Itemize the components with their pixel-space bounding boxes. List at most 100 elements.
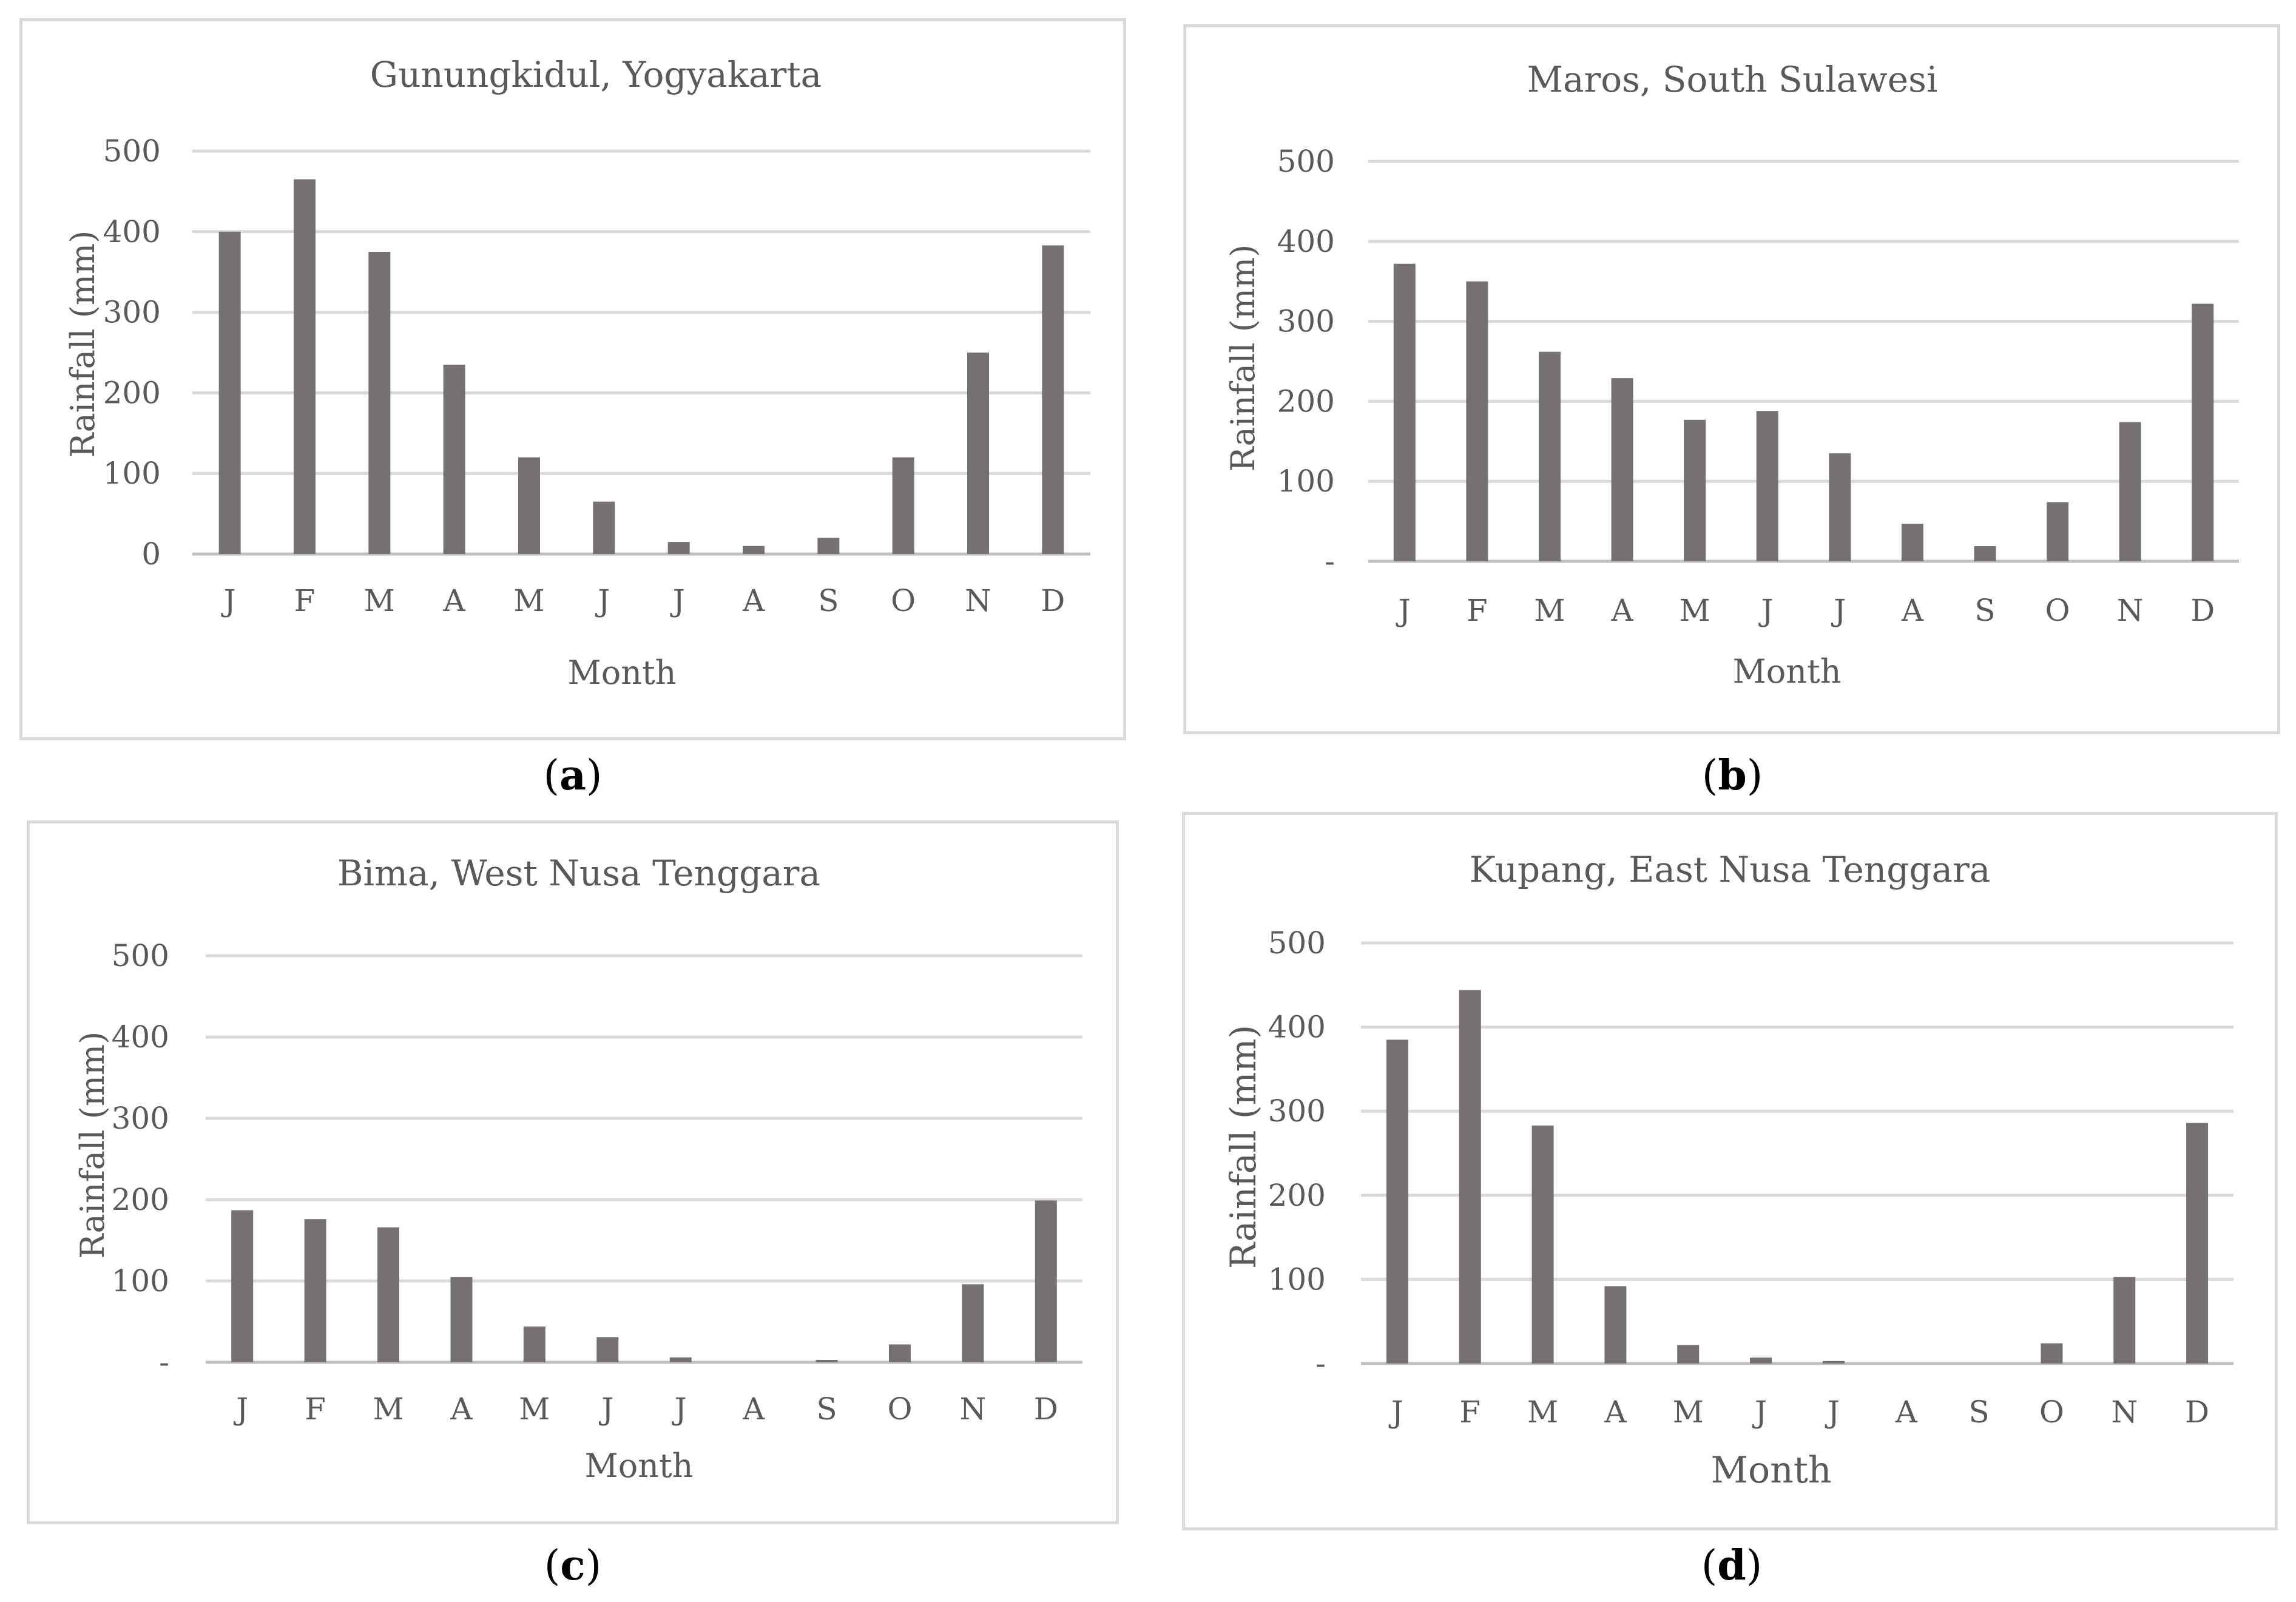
x-axis-label-c: Month	[584, 1447, 693, 1485]
bar	[368, 252, 391, 554]
bar	[2192, 303, 2214, 561]
x-tick-label: A	[742, 1391, 765, 1427]
chart-svg-c: Bima, West Nusa Tenggara - 100 200 300 400 50…	[73, 853, 1082, 1485]
y-tick-label: 200	[103, 375, 161, 410]
x-tick-label: J	[595, 583, 610, 618]
y-tick-label: 400	[1277, 224, 1335, 259]
x-tick-label: J	[1825, 1394, 1840, 1430]
bar	[1901, 524, 1923, 561]
bar	[888, 1344, 911, 1362]
y-tick-label: 500	[103, 134, 161, 169]
chart-plot-d: - 100 200 300 400 500 J F M A M J J A S O N D	[1268, 925, 2234, 1430]
y-axis-label-d: Rainfall (mm)	[1223, 1025, 1264, 1269]
y-tick-label: -	[159, 1345, 169, 1380]
bar	[892, 457, 914, 554]
bar	[1684, 419, 1706, 561]
x-tick-label: F	[305, 1391, 326, 1427]
y-tick-label: 100	[1277, 464, 1335, 499]
y-tick-label: 300	[1268, 1093, 1326, 1129]
x-tick-label: N	[965, 583, 991, 618]
chart-svg-d: Kupang, East Nusa Tenggara - 100 200 300 400…	[1223, 849, 2234, 1492]
bar	[1974, 546, 1996, 561]
bar	[2186, 1123, 2209, 1364]
bar	[2113, 1277, 2136, 1364]
x-tick-label: N	[960, 1391, 987, 1427]
x-tick-label: M	[513, 583, 544, 618]
bar	[1538, 351, 1561, 561]
x-tick-label: O	[887, 1391, 912, 1427]
bar	[1756, 411, 1778, 561]
x-axis-label-a: Month	[567, 654, 676, 692]
y-tick-label: -	[1315, 1346, 1326, 1381]
chart-plot-c: - 100 200 300 400 500 J F M A M J J A S O N D	[112, 938, 1082, 1427]
y-tick-label: 100	[1268, 1262, 1326, 1297]
x-tick-label: J	[1758, 593, 1774, 628]
bar	[962, 1284, 984, 1362]
bar	[1035, 1200, 1057, 1362]
bar	[377, 1227, 400, 1362]
bar	[817, 538, 840, 554]
bar	[669, 1357, 692, 1362]
bar	[1750, 1357, 1772, 1364]
x-tick-label: A	[742, 583, 765, 618]
bar	[1459, 990, 1481, 1364]
x-tick-label: O	[891, 583, 916, 618]
bar	[304, 1219, 326, 1362]
bar	[218, 231, 241, 554]
bar	[1531, 1125, 1554, 1364]
bar	[1822, 1360, 1845, 1364]
x-tick-label: M	[1534, 593, 1565, 628]
bar	[1466, 281, 1488, 561]
x-tick-label: J	[672, 1391, 687, 1427]
x-tick-label: M	[364, 583, 395, 618]
x-tick-label: F	[1459, 1394, 1481, 1430]
x-tick-label: M	[1673, 1394, 1704, 1430]
chart-panel-a: Gunungkidul, Yogyakarta 0 100 200 300 400 500…	[19, 18, 1126, 740]
x-tick-label: A	[1610, 593, 1633, 628]
chart-panel-d: Kupang, East Nusa Tenggara - 100 200 300 400…	[1182, 812, 2278, 1530]
x-tick-label: J	[221, 583, 236, 618]
y-tick-label: 100	[112, 1263, 169, 1299]
y-tick-label: 0	[141, 536, 161, 572]
x-tick-label: S	[1968, 1394, 1989, 1430]
y-tick-label: 500	[112, 938, 169, 973]
chart-panel-b: Maros, South Sulawesi - 100 200 300 400 500 J F…	[1183, 24, 2280, 734]
x-tick-label: M	[373, 1391, 403, 1427]
x-tick-label: J	[598, 1391, 613, 1427]
x-tick-label: A	[1604, 1394, 1627, 1430]
caption-d: (d)	[1701, 1541, 1763, 1590]
chart-svg-a: Gunungkidul, Yogyakarta 0 100 200 300 400 500…	[64, 54, 1090, 692]
x-tick-label: S	[818, 583, 839, 618]
x-tick-label: S	[816, 1391, 837, 1427]
x-tick-label: N	[2117, 593, 2144, 628]
x-tick-label: J	[670, 583, 685, 618]
y-tick-label: 300	[112, 1101, 169, 1136]
bar	[231, 1210, 254, 1362]
x-tick-label: A	[443, 583, 466, 618]
x-tick-label: O	[2039, 1394, 2064, 1430]
bar	[1677, 1345, 1700, 1364]
x-tick-label: D	[2185, 1394, 2209, 1430]
bar	[743, 546, 765, 554]
y-tick-label: 200	[112, 1182, 169, 1217]
y-tick-label: -	[1325, 544, 1335, 579]
bar	[2041, 1343, 2063, 1364]
y-tick-label: 500	[1268, 925, 1326, 961]
x-tick-label: A	[450, 1391, 473, 1427]
y-axis-label-b: Rainfall (mm)	[1224, 245, 1262, 472]
bar	[2047, 502, 2069, 561]
y-tick-label: 400	[112, 1019, 169, 1055]
x-axis-label-d: Month	[1711, 1449, 1832, 1492]
y-tick-label: 300	[103, 295, 161, 330]
x-tick-label: J	[1388, 1394, 1403, 1430]
x-tick-label: M	[519, 1391, 550, 1427]
chart-title-d: Kupang, East Nusa Tenggara	[1470, 849, 1991, 890]
y-tick-label: 200	[1277, 384, 1335, 419]
bar	[967, 353, 989, 554]
chart-title-a: Gunungkidul, Yogyakarta	[370, 54, 822, 95]
bar	[294, 179, 316, 555]
x-tick-label: J	[233, 1391, 248, 1427]
x-tick-label: D	[1041, 583, 1065, 618]
x-tick-label: A	[1901, 593, 1924, 628]
x-axis-label-b: Month	[1732, 652, 1841, 691]
